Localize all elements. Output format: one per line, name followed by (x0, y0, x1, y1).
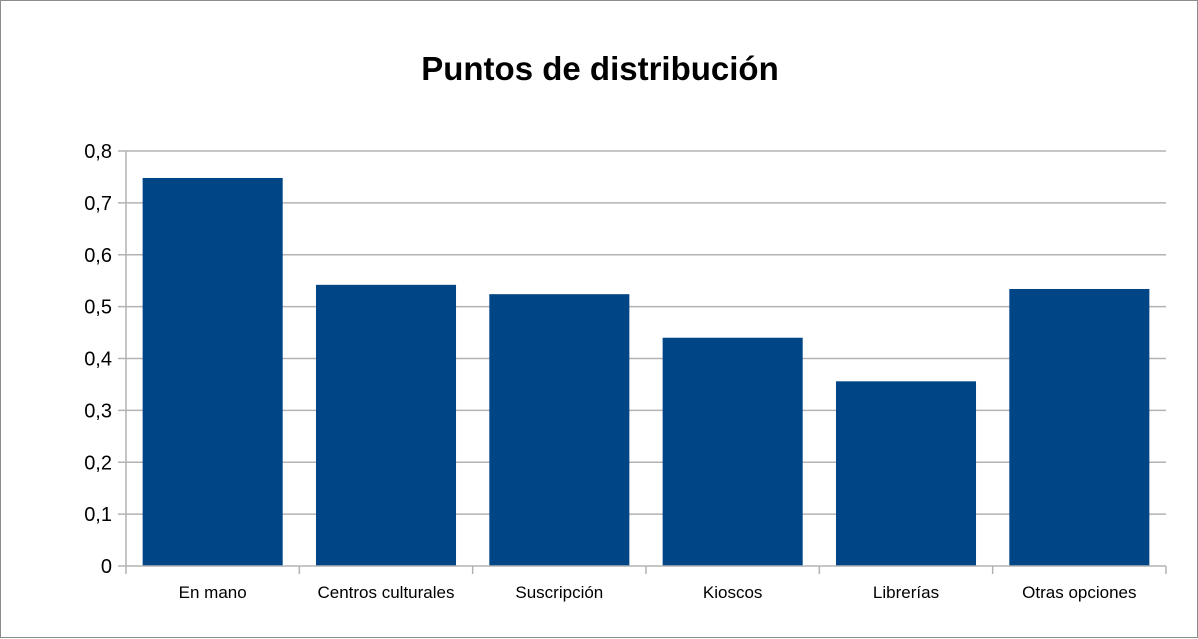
y-tick-label: 0,7 (84, 193, 112, 215)
y-axis-tick-labels: 0 0,1 0,2 0,3 0,4 0,5 0,6 0,7 0,8 (84, 141, 112, 578)
x-tick-label: Otras opciones (1022, 583, 1136, 602)
y-tick-label: 0,8 (84, 141, 112, 163)
bar (662, 337, 803, 566)
bar (315, 284, 457, 566)
bar (1009, 288, 1150, 566)
x-tick-label: Kioscos (703, 583, 763, 602)
y-tick-label: 0,3 (84, 400, 112, 422)
x-tick-label: En mano (179, 583, 247, 602)
x-tick-label: Centros culturales (317, 583, 454, 602)
bar (835, 381, 977, 566)
x-tick-label: Librerías (873, 583, 939, 602)
x-axis-tick-labels: En mano Centros culturales Suscripción Kios… (179, 583, 1137, 602)
y-tick-label: 0,4 (84, 349, 112, 371)
bar (142, 177, 283, 566)
y-tick-label: 0,2 (84, 452, 112, 474)
bar (489, 294, 630, 566)
y-tick-label: 0,5 (84, 297, 112, 319)
bars (142, 177, 1150, 566)
y-tick-label: 0 (101, 556, 112, 578)
axes (118, 150, 1167, 574)
chart-title: Puntos de distribución (421, 50, 779, 87)
y-tick-label: 0,6 (84, 245, 112, 267)
x-tick-label: Suscripción (515, 583, 603, 602)
gridlines (126, 150, 1166, 515)
y-tick-label: 0,1 (84, 504, 112, 526)
